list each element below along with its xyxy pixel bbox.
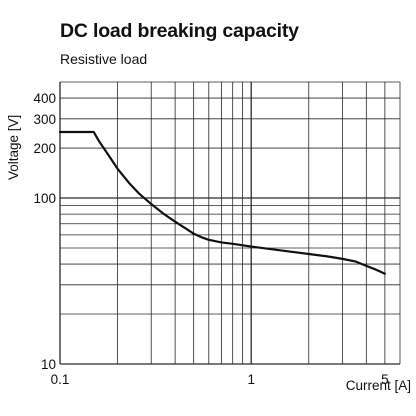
tick-labels: 0.1 1 5 10 100 200 300 400 [33,91,388,387]
series-layer [58,130,386,275]
y-tick-label: 300 [33,112,56,127]
y-axis-label: Voltage [V] [6,115,21,180]
x-tick-label: 5 [381,372,389,387]
grid [59,81,401,365]
y-tick-label: 10 [41,357,56,372]
y-tick-label: 200 [33,141,56,156]
x-tick-label: 0.1 [51,372,70,387]
x-axis-label: Current [A] [346,378,411,393]
y-tick-label: 400 [33,91,56,106]
x-tick-label: 1 [247,372,255,387]
chart-subtitle: Resistive load [60,51,148,67]
chart-title: DC load breaking capacity [60,20,299,42]
series-line [58,130,386,275]
y-tick-label: 100 [33,191,56,206]
